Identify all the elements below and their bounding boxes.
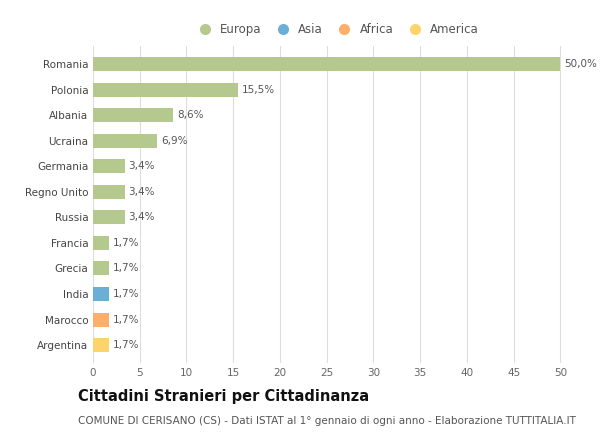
Text: 3,4%: 3,4% (128, 161, 155, 171)
Text: 8,6%: 8,6% (177, 110, 203, 120)
Bar (93, 134, 157, 148)
Text: COMUNE DI CERISANO (CS) - Dati ISTAT al 1° gennaio di ogni anno - Elaborazione T: COMUNE DI CERISANO (CS) - Dati ISTAT al … (78, 416, 576, 426)
Text: 1,7%: 1,7% (113, 340, 139, 350)
Bar (93, 108, 173, 122)
Text: 3,4%: 3,4% (128, 187, 155, 197)
Text: 1,7%: 1,7% (113, 315, 139, 325)
Text: 1,7%: 1,7% (113, 238, 139, 248)
Bar (93, 57, 560, 71)
Text: 15,5%: 15,5% (242, 84, 275, 95)
Text: 1,7%: 1,7% (113, 264, 139, 274)
Bar (93, 83, 238, 97)
Bar (93, 210, 125, 224)
Text: Cittadini Stranieri per Cittadinanza: Cittadini Stranieri per Cittadinanza (78, 389, 369, 404)
Text: 6,9%: 6,9% (161, 136, 188, 146)
Bar (93, 338, 109, 352)
Bar (93, 312, 109, 326)
Bar (93, 261, 109, 275)
Bar (93, 287, 109, 301)
Bar (93, 185, 125, 199)
Bar (93, 159, 125, 173)
Legend: Europa, Asia, Africa, America: Europa, Asia, Africa, America (191, 20, 481, 38)
Text: 50,0%: 50,0% (564, 59, 597, 69)
Bar (93, 236, 109, 250)
Text: 1,7%: 1,7% (113, 289, 139, 299)
Text: 3,4%: 3,4% (128, 213, 155, 222)
